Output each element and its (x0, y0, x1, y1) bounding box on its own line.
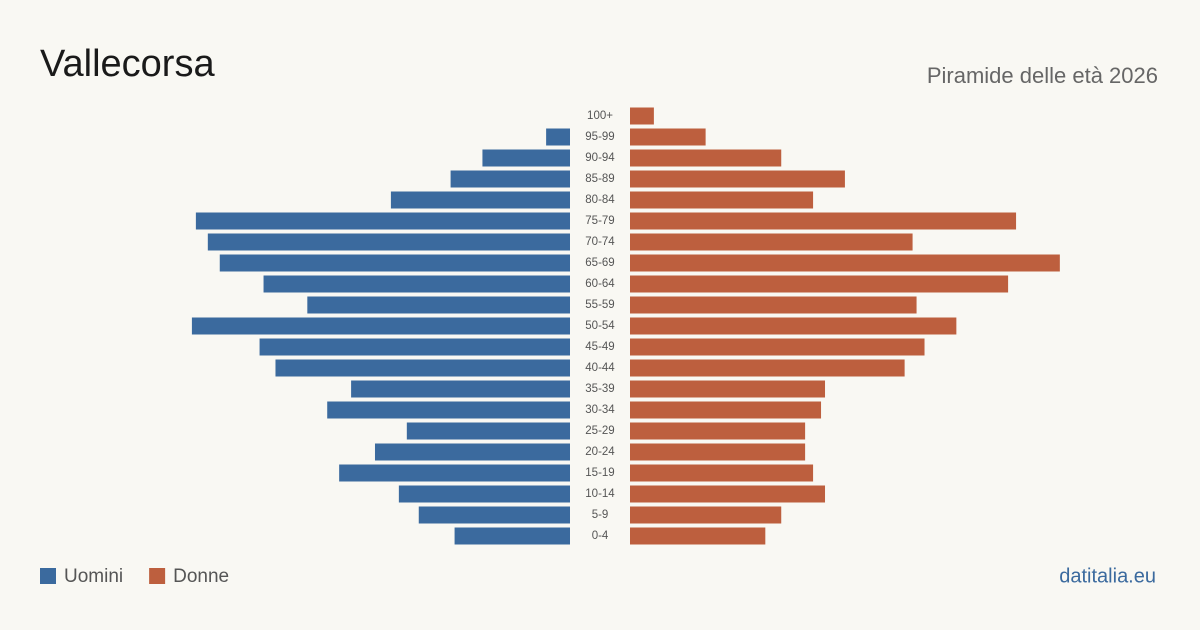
category-label: 25-29 (585, 425, 614, 437)
bar (630, 254, 1060, 272)
bar (219, 254, 570, 272)
bar (482, 149, 570, 167)
category-label: 75-79 (585, 215, 614, 227)
bar (630, 149, 782, 167)
bar (630, 443, 806, 461)
bar (406, 422, 570, 440)
chart-title: Vallecorsa (40, 43, 215, 85)
category-label: 5-9 (592, 509, 609, 521)
bar (307, 296, 570, 314)
source: datitalia.eu (1059, 565, 1156, 587)
bar (207, 233, 570, 251)
bar (630, 170, 845, 188)
category-label: 30-34 (585, 404, 615, 416)
legend-swatch (40, 568, 56, 584)
category-label: 0-4 (592, 530, 609, 542)
legend-label: Donne (173, 566, 229, 587)
bar (327, 401, 570, 419)
category-label: 90-94 (585, 152, 615, 164)
bar (374, 443, 570, 461)
bar (630, 296, 917, 314)
category-label: 100+ (587, 110, 613, 122)
bar (630, 359, 905, 377)
bar (390, 191, 570, 209)
legend-label: Uomini (64, 566, 123, 587)
bar (259, 338, 570, 356)
bar (630, 527, 766, 545)
category-label: 70-74 (585, 236, 615, 248)
bar (398, 485, 570, 503)
chart-subtitle: Piramide delle età 2026 (927, 63, 1158, 88)
bar (263, 275, 570, 293)
category-label: 65-69 (585, 257, 614, 269)
category-label: 20-24 (585, 446, 615, 458)
bar (546, 128, 570, 146)
bar (351, 380, 570, 398)
bar (191, 317, 570, 335)
category-label: 15-19 (585, 467, 614, 479)
bar (630, 128, 706, 146)
bar (630, 401, 822, 419)
category-label: 85-89 (585, 173, 614, 185)
bar (630, 275, 1009, 293)
category-label: 40-44 (585, 362, 615, 374)
bar (630, 506, 782, 524)
category-label: 45-49 (585, 341, 614, 353)
bar (630, 233, 913, 251)
bar (450, 170, 570, 188)
bar (630, 485, 826, 503)
bar (454, 527, 570, 545)
bar (630, 422, 806, 440)
category-label: 95-99 (585, 131, 614, 143)
category-label: 10-14 (585, 488, 615, 500)
bar (339, 464, 570, 482)
category-label: 35-39 (585, 383, 614, 395)
bar (418, 506, 570, 524)
category-label: 55-59 (585, 299, 614, 311)
bar (630, 317, 957, 335)
bar (630, 107, 654, 125)
bar (630, 338, 925, 356)
bar (630, 212, 1017, 230)
bar (275, 359, 570, 377)
category-label: 50-54 (585, 320, 615, 332)
category-label: 80-84 (585, 194, 615, 206)
category-label: 60-64 (585, 278, 615, 290)
bar (630, 191, 814, 209)
bar (195, 212, 570, 230)
bar (630, 380, 826, 398)
legend-swatch (149, 568, 166, 584)
bar (630, 464, 814, 482)
